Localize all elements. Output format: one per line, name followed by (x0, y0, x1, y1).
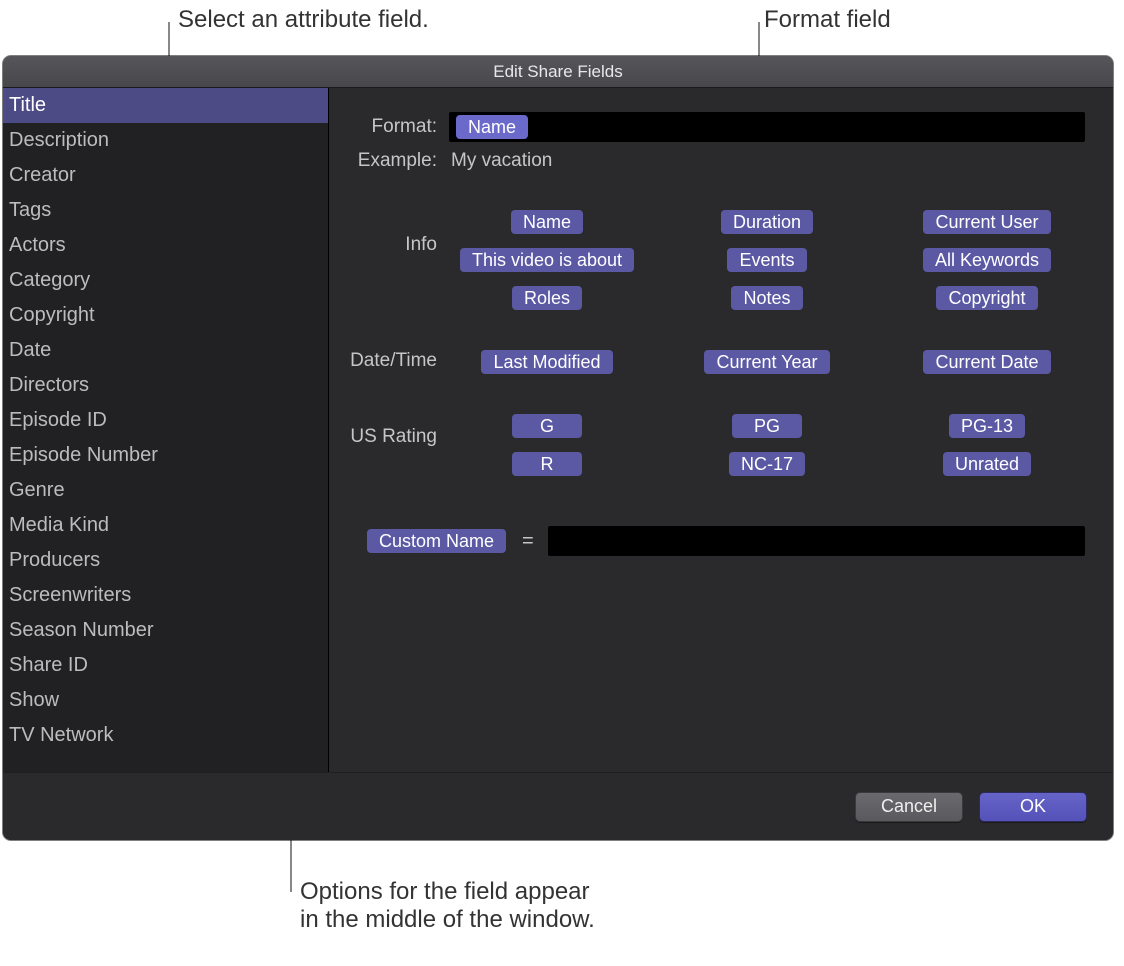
token-this-video-is-about[interactable]: This video is about (460, 248, 634, 272)
sidebar-item-screenwriters[interactable]: Screenwriters (3, 578, 328, 613)
sidebar-item-creator[interactable]: Creator (3, 158, 328, 193)
example-value: My vacation (449, 150, 552, 172)
attribute-sidebar: TitleDescriptionCreatorTagsActorsCategor… (3, 88, 329, 772)
custom-name-row: Custom Name = (341, 526, 1085, 556)
example-row: Example: My vacation (341, 150, 1085, 172)
equals-sign: = (522, 530, 534, 553)
token-duration[interactable]: Duration (721, 210, 813, 234)
cancel-button[interactable]: Cancel (855, 792, 963, 822)
sidebar-item-description[interactable]: Description (3, 123, 328, 158)
section-info: Info Name Duration Current User This video i… (341, 208, 1085, 312)
sidebar-item-tags[interactable]: Tags (3, 193, 328, 228)
sidebar-item-tv-network[interactable]: TV Network (3, 718, 328, 753)
callout-options: Options for the field appear in the midd… (300, 878, 595, 934)
window-body: TitleDescriptionCreatorTagsActorsCategor… (3, 88, 1113, 772)
example-label: Example: (341, 150, 449, 172)
sidebar-item-show[interactable]: Show (3, 683, 328, 718)
main-panel: Format: Name Example: My vacation InfoNa… (329, 88, 1113, 772)
token-g[interactable]: G (512, 414, 582, 438)
section-label: US Rating (341, 412, 449, 478)
token-notes[interactable]: Notes (731, 286, 802, 310)
sidebar-item-title[interactable]: Title (3, 88, 328, 123)
window-title: Edit Share Fields (3, 56, 1113, 88)
token-unrated[interactable]: Unrated (943, 452, 1031, 476)
token-copyright[interactable]: Copyright (936, 286, 1037, 310)
token-grid: Name Duration Current User This video is ab… (449, 208, 1085, 312)
token-current-year[interactable]: Current Year (704, 350, 829, 374)
section-label: Info (341, 208, 449, 312)
token-grid: G PG PG-13 R NC-17 Unrated (449, 412, 1085, 478)
format-row: Format: Name (341, 112, 1085, 142)
token-events[interactable]: Events (727, 248, 806, 272)
sidebar-item-category[interactable]: Category (3, 263, 328, 298)
sidebar-item-copyright[interactable]: Copyright (3, 298, 328, 333)
token-pg[interactable]: PG (732, 414, 802, 438)
format-token-name[interactable]: Name (456, 115, 528, 139)
token-current-date[interactable]: Current Date (923, 350, 1050, 374)
token-last-modified[interactable]: Last Modified (481, 350, 612, 374)
token-nc-17[interactable]: NC-17 (729, 452, 805, 476)
callout-attribute: Select an attribute field. (178, 6, 429, 34)
custom-name-input[interactable] (548, 526, 1085, 556)
sidebar-item-share-id[interactable]: Share ID (3, 648, 328, 683)
section-label: Date/Time (341, 348, 449, 376)
token-pg-13[interactable]: PG-13 (949, 414, 1025, 438)
custom-name-token[interactable]: Custom Name (367, 529, 506, 553)
sidebar-item-date[interactable]: Date (3, 333, 328, 368)
dialog-footer: Cancel OK (3, 772, 1113, 840)
sidebar-item-directors[interactable]: Directors (3, 368, 328, 403)
token-current-user[interactable]: Current User (923, 210, 1050, 234)
sidebar-item-episode-id[interactable]: Episode ID (3, 403, 328, 438)
sidebar-item-producers[interactable]: Producers (3, 543, 328, 578)
sidebar-item-season-number[interactable]: Season Number (3, 613, 328, 648)
section-date-time: Date/Time Last Modified Current Year Curren… (341, 348, 1085, 376)
token-roles[interactable]: Roles (512, 286, 582, 310)
sidebar-item-actors[interactable]: Actors (3, 228, 328, 263)
ok-button[interactable]: OK (979, 792, 1087, 822)
sidebar-item-genre[interactable]: Genre (3, 473, 328, 508)
format-label: Format: (341, 116, 449, 138)
format-field[interactable]: Name (449, 112, 1085, 142)
sidebar-item-episode-number[interactable]: Episode Number (3, 438, 328, 473)
token-name[interactable]: Name (511, 210, 583, 234)
callout-format: Format field (764, 6, 891, 34)
edit-share-fields-window: Edit Share Fields TitleDescriptionCreato… (3, 56, 1113, 840)
section-us-rating: US Rating G PG PG-13 R NC-17 Unrated (341, 412, 1085, 478)
token-all-keywords[interactable]: All Keywords (923, 248, 1051, 272)
token-grid: Last Modified Current Year Current Date (449, 348, 1085, 376)
sidebar-item-media-kind[interactable]: Media Kind (3, 508, 328, 543)
token-r[interactable]: R (512, 452, 582, 476)
